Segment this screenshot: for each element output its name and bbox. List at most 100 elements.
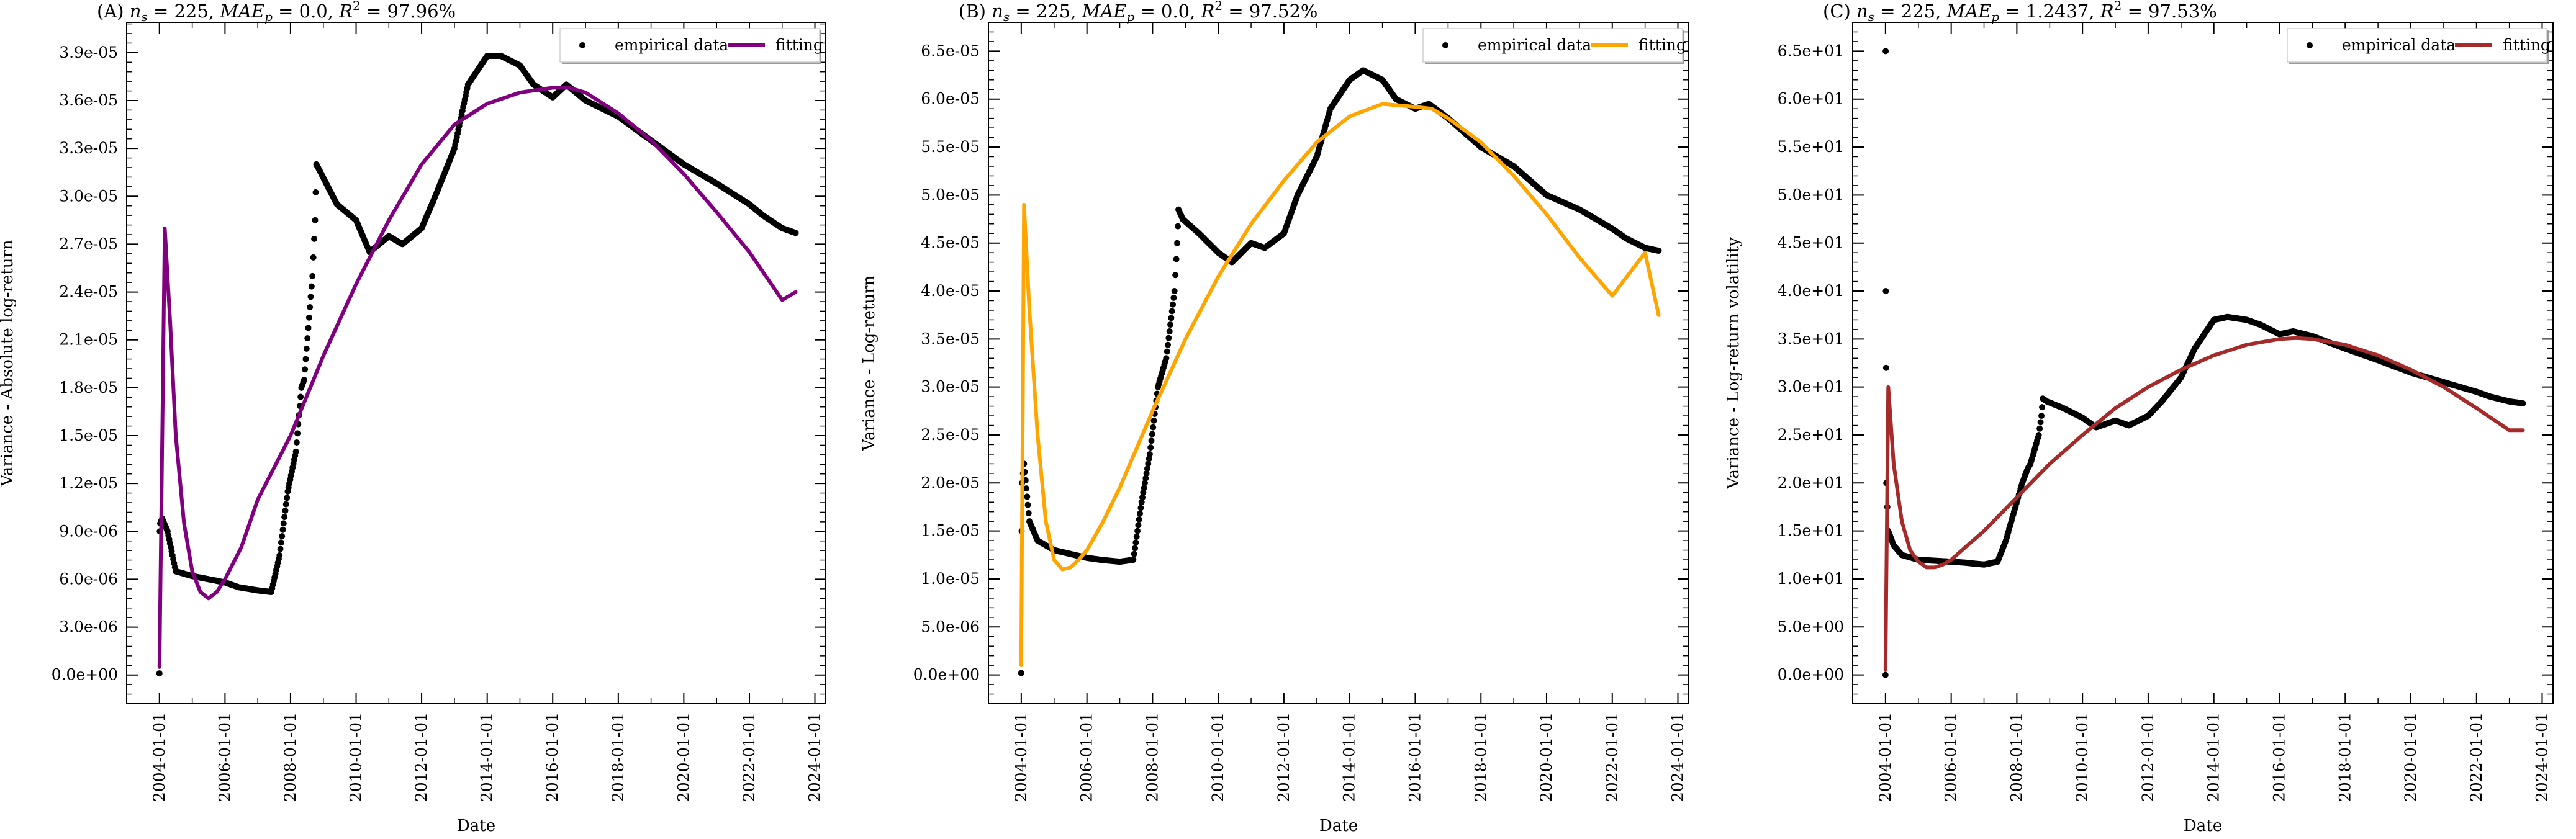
y-tick-label: 2.7e-05 <box>59 235 118 253</box>
empirical-point <box>292 448 299 455</box>
empirical-point <box>1172 272 1179 279</box>
y-tick-label: 1.0e+01 <box>1778 570 1844 588</box>
y-axis-label: Variance - Log-return volatility <box>1724 237 1743 490</box>
empirical-point <box>1655 248 1662 254</box>
y-tick-label: 2.4e-05 <box>59 283 118 301</box>
empirical-point <box>276 552 283 559</box>
empirical-point <box>1018 670 1024 676</box>
legend-label-fitting: fitting <box>1638 36 1686 54</box>
x-tick-label: 2014-01-01 <box>2205 712 2223 802</box>
empirical-point <box>1138 499 1145 506</box>
empirical-point <box>2038 413 2045 420</box>
empirical-point <box>1165 334 1172 341</box>
empirical-point <box>1175 223 1182 230</box>
y-tick-label: 1.2e-05 <box>59 474 118 492</box>
empirical-point <box>1146 455 1152 462</box>
data-layer <box>1018 67 1662 676</box>
title-mae-symbol: MAE <box>1946 1 1992 22</box>
y-tick-label: 3.0e+01 <box>1778 378 1844 396</box>
y-tick-label: 5.0e-06 <box>921 617 980 635</box>
y-tick-label: 9.0e-06 <box>59 522 118 540</box>
panel-title: (C) ns = 225, MAEp = 1.2437, R2 = 97.53% <box>1823 0 2217 24</box>
empirical-point <box>312 217 319 223</box>
y-tick-label: 6.0e-06 <box>59 570 118 588</box>
empirical-point <box>1163 355 1170 362</box>
x-tick-label: 2014-01-01 <box>478 712 496 802</box>
empirical-point <box>1171 288 1178 295</box>
y-tick-label: 5.5e-05 <box>921 138 980 156</box>
x-tick-label: 2010-01-01 <box>347 712 365 802</box>
legend-box <box>559 28 820 63</box>
empirical-point <box>1149 431 1155 437</box>
legend-marker-empirical <box>2307 42 2313 48</box>
y-tick-label: 5.0e+01 <box>1778 186 1844 204</box>
empirical-point <box>1145 460 1152 467</box>
y-tick-label: 6.5e+01 <box>1778 42 1844 60</box>
title-r2-superscript: 2 <box>1214 0 1222 13</box>
empirical-point <box>1132 545 1139 552</box>
y-tick-label: 0.0e+00 <box>52 666 118 684</box>
y-tick-label: 1.5e+01 <box>1778 522 1844 540</box>
legend-label-empirical: empirical data <box>2342 36 2456 54</box>
legend-box <box>1422 28 1683 63</box>
y-tick-label: 6.0e-05 <box>921 90 980 108</box>
empirical-point <box>792 230 799 236</box>
y-tick-label: 4.0e+01 <box>1778 282 1844 300</box>
x-tick-label: 2012-01-01 <box>1275 712 1293 802</box>
legend: empirical data fitting <box>2287 28 2551 64</box>
empirical-point <box>1133 533 1140 540</box>
empirical-point <box>1023 485 1030 492</box>
y-tick-label: 5.0e-05 <box>921 186 980 204</box>
x-tick-label: 2004-01-01 <box>1012 712 1030 802</box>
empirical-point <box>2039 404 2046 411</box>
empirical-point <box>278 539 284 546</box>
empirical-point <box>1140 489 1147 496</box>
empirical-point <box>1164 348 1170 355</box>
legend-marker-empirical <box>579 42 585 48</box>
empirical-point <box>304 335 311 342</box>
x-tick-label: 2022-01-01 <box>1603 712 1621 802</box>
empirical-point <box>1166 328 1173 334</box>
y-axis-label: Variance - Log-return <box>860 275 879 451</box>
data-layer <box>1882 48 2526 678</box>
y-tick-label: 1.0e-05 <box>921 570 980 588</box>
x-axis-label: Date <box>1319 817 1358 835</box>
empirical-point <box>1144 465 1150 472</box>
legend-label-fitting: fitting <box>2503 36 2551 54</box>
x-tick-label: 2022-01-01 <box>2467 712 2485 802</box>
empirical-point <box>303 345 310 352</box>
empirical-point <box>281 514 288 521</box>
plot-frame <box>1852 22 2554 704</box>
title-ns-symbol: n <box>1856 1 1868 22</box>
panel-title: (B) ns = 225, MAEp = 0.0, R2 = 97.52% <box>959 0 1317 24</box>
title-prefix: (A) <box>97 1 130 22</box>
empirical-point <box>1168 315 1175 321</box>
empirical-point <box>1139 494 1146 501</box>
empirical-point <box>279 533 286 539</box>
empirical-point <box>2036 425 2043 432</box>
empirical-point <box>282 507 289 514</box>
empirical-point <box>280 520 287 527</box>
y-tick-label: 1.8e-05 <box>59 379 118 397</box>
title-r2-symbol: R <box>338 1 353 22</box>
empirical-point <box>1174 240 1181 246</box>
empirical-point <box>1882 671 1889 678</box>
title-ns-value: = 225, <box>148 1 220 22</box>
y-tick-label: 3.5e+01 <box>1778 330 1844 348</box>
x-tick-label: 2020-01-01 <box>674 712 692 802</box>
title-mae-symbol: MAE <box>1082 1 1127 22</box>
y-tick-label: 6.5e-05 <box>921 42 980 60</box>
empirical-point <box>279 526 286 533</box>
empirical-point <box>1130 557 1137 563</box>
title-r2-symbol: R <box>2100 1 2114 22</box>
x-tick-label: 2010-01-01 <box>2073 712 2091 802</box>
y-axis-label: Variance - Absolute log-return <box>0 240 17 487</box>
legend-label-empirical: empirical data <box>1478 36 1591 54</box>
x-tick-label: 2024-01-01 <box>2533 712 2551 802</box>
empirical-point <box>1165 341 1172 348</box>
title-mae-value: = 0.0, <box>273 1 339 22</box>
title-mae-value: = 1.2437, <box>1999 1 2100 22</box>
empirical-point <box>1024 493 1031 500</box>
y-tick-label: 5.0e+00 <box>1778 617 1844 635</box>
x-tick-label: 2016-01-01 <box>543 712 561 802</box>
